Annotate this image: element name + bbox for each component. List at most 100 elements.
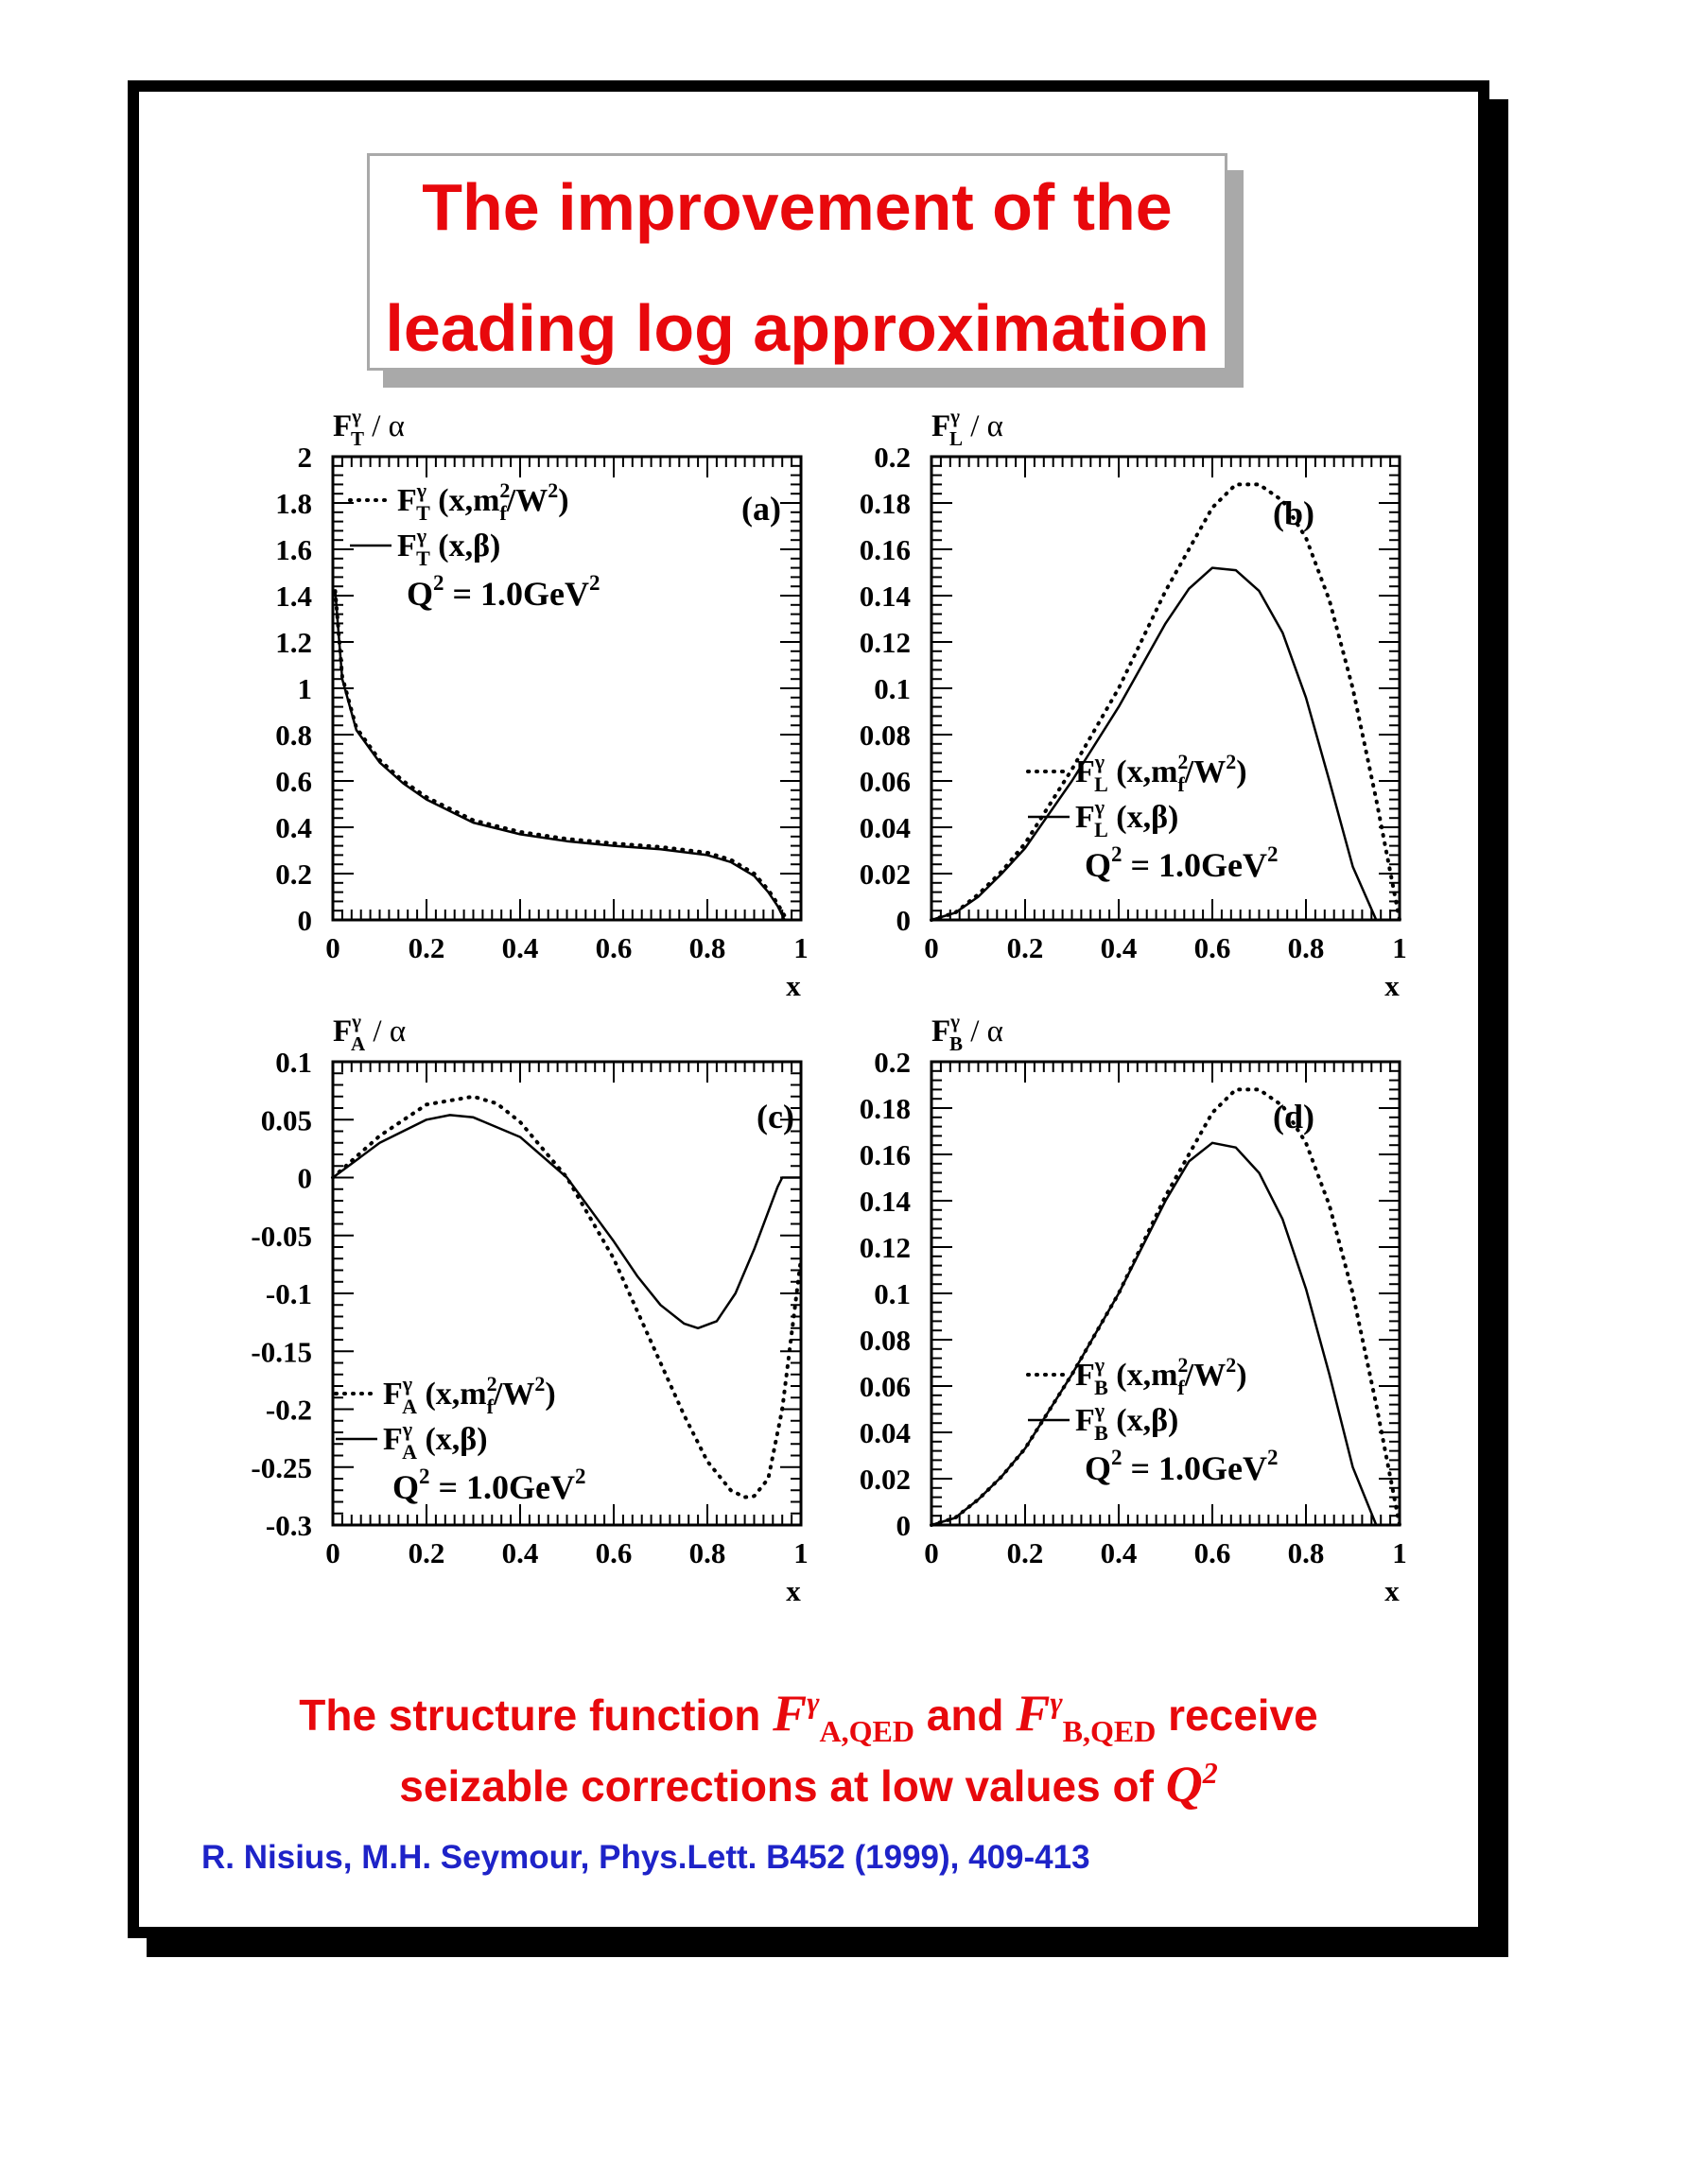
x-tick-label: 0.2 xyxy=(409,1536,445,1569)
caption-math-fb: FγB,QED xyxy=(1016,1685,1157,1748)
y-tick-label: 0.16 xyxy=(860,533,911,566)
y-tick-label: 0.14 xyxy=(860,1185,911,1218)
series-dotted-line xyxy=(331,1094,803,1499)
caption-math-fa: FγA,QED xyxy=(773,1685,914,1748)
x-tick-label: 0.4 xyxy=(1101,931,1138,964)
series-dotted-line xyxy=(930,482,1401,922)
y-tick-label: -0.2 xyxy=(266,1394,312,1427)
panel-tag: (b) xyxy=(1273,494,1314,532)
y-tick-label: 0.1 xyxy=(874,672,911,705)
x-tick-label: 0.8 xyxy=(1288,931,1325,964)
x-tick-label: 0.6 xyxy=(1194,931,1231,964)
y-tick-label: 0.06 xyxy=(860,1370,911,1403)
y-tick-label: -0.1 xyxy=(266,1277,312,1310)
y-tick-label: 1.6 xyxy=(275,533,312,566)
x-tick-label: 0 xyxy=(325,931,340,964)
y-tick-label: 0.08 xyxy=(860,719,911,752)
legend-entry: Fγ B (x,m2 f/W2) xyxy=(1075,1353,1247,1399)
plot-frame xyxy=(331,455,803,922)
y-tick-label: 1 xyxy=(298,672,313,705)
y-tick-label: 0.18 xyxy=(860,1092,911,1125)
y-tick-label: 0 xyxy=(896,904,912,937)
y-tick-label: 0.1 xyxy=(874,1277,911,1310)
y-tick-label: 0.02 xyxy=(860,858,911,891)
y-tick-label: 1.4 xyxy=(275,580,312,613)
x-tick-label: 0.2 xyxy=(409,931,445,964)
panel-tag: (c) xyxy=(757,1098,794,1135)
legend-entry: Fγ L (x,m2 f/W2) xyxy=(1075,750,1247,796)
caption-text-receive: receive xyxy=(1156,1690,1318,1740)
title-box: The improvement of the leading log appro… xyxy=(367,153,1227,371)
x-tick-label: 1 xyxy=(793,931,809,964)
y-tick-label: 1.8 xyxy=(275,487,312,520)
caption-math-q2: Q2 xyxy=(1165,1756,1218,1812)
y-axis-label: Fγ A / α xyxy=(333,1010,406,1055)
chart-panel-a: 0 0.2 0.4 0.6 0.8 1 0 0.2 0.4 0.6 0.8 1 1.2 1.4 1.6 1.8… xyxy=(246,405,908,1026)
x-tick-label: 0.2 xyxy=(1007,1536,1044,1569)
x-tick-label: 0 xyxy=(325,1536,340,1569)
caption-text-1: The structure function xyxy=(299,1690,774,1740)
panel-tag: (a) xyxy=(741,490,781,528)
x-tick-label: 0.4 xyxy=(502,931,539,964)
x-tick-label: 1 xyxy=(1392,1536,1407,1569)
x-tick-label: 0.8 xyxy=(689,1536,726,1569)
x-tick-label: 0.6 xyxy=(596,1536,633,1569)
legend-entry: Fγ B (x,β) xyxy=(1075,1398,1178,1445)
series-solid-line xyxy=(332,1114,801,1330)
series-dotted-line xyxy=(333,589,790,922)
y-tick-label: 0.12 xyxy=(860,1231,911,1264)
chart-a: 0 0.2 0.4 0.6 0.8 1 0 0.2 0.4 0.6 0.8 1 1.2 1.4 1.6 1.8… xyxy=(275,405,809,1002)
y-axis-label: Fγ T / α xyxy=(333,405,405,450)
legend-entry: Fγ T (x,β) xyxy=(397,524,500,570)
q2-label: Q2 = 1.0GeV2 xyxy=(392,1465,586,1506)
y-tick-label: -0.25 xyxy=(251,1451,312,1484)
panel-tag: (d) xyxy=(1273,1098,1314,1135)
y-tick-label: 0.4 xyxy=(275,811,312,844)
chart-panel-c: 0 0.2 0.4 0.6 0.8 1 -0.3 -0.25 -0.2 -0.15 -0.1 -0.0… xyxy=(227,1007,908,1626)
y-tick-label: 0.08 xyxy=(860,1324,911,1357)
chart-panel-d: 0 0.2 0.4 0.6 0.8 1 0 0.02 0.04 0.06 0.08 0.1 0.12 0.… xyxy=(844,1007,1506,1626)
caption-line-1: The structure function FγA,QED and FγB,Q… xyxy=(128,1673,1489,1759)
y-tick-label: 0.6 xyxy=(275,765,312,798)
x-tick-label: 0.8 xyxy=(689,931,726,964)
y-tick-label: 0 xyxy=(298,904,313,937)
caption-text-and: and xyxy=(914,1690,1017,1740)
x-axis-label: x xyxy=(1384,969,1400,1002)
y-axis-label: Fγ B / α xyxy=(931,1010,1003,1055)
x-tick-label: 0 xyxy=(924,1536,939,1569)
series-solid-line xyxy=(334,591,786,921)
x-axis-label: x xyxy=(1384,1574,1400,1607)
x-tick-label: 0.4 xyxy=(1101,1536,1138,1569)
slide-frame xyxy=(128,80,1489,1938)
y-tick-label: 2 xyxy=(298,441,313,474)
q2-label: Q2 = 1.0GeV2 xyxy=(407,571,600,613)
y-tick-label: 0.12 xyxy=(860,626,911,659)
x-tick-label: 0.6 xyxy=(1194,1536,1231,1569)
legend-entry: Fγ L (x,β) xyxy=(1075,795,1178,841)
y-tick-label: 1.2 xyxy=(275,626,312,659)
caption-text-2: seizable corrections at low values of xyxy=(399,1761,1166,1811)
chart-b: 0 0.2 0.4 0.6 0.8 1 0 0.02 0.04 0.06 0.08 0.1 0.12 0.… xyxy=(860,405,1407,1002)
x-tick-label: 0.4 xyxy=(502,1536,539,1569)
chart-d: 0 0.2 0.4 0.6 0.8 1 0 0.02 0.04 0.06 0.08 0.1 0.12 0.… xyxy=(860,1010,1407,1607)
x-tick-label: 1 xyxy=(1392,931,1407,964)
caption-line-2: seizable corrections at low values of Q2 xyxy=(128,1744,1489,1814)
x-tick-label: 0.2 xyxy=(1007,931,1044,964)
y-tick-label: 0.2 xyxy=(275,858,312,891)
x-tick-label: 1 xyxy=(793,1536,809,1569)
series-solid-line xyxy=(931,1141,1378,1527)
y-tick-label: 0.14 xyxy=(860,580,911,613)
y-tick-label: 0.18 xyxy=(860,487,911,520)
chart-panel-b: 0 0.2 0.4 0.6 0.8 1 0 0.02 0.04 0.06 0.08 0.1 0.12 0.… xyxy=(844,405,1506,1026)
legend-entry: Fγ A (x,m2 f/W2) xyxy=(383,1372,556,1418)
q2-label: Q2 = 1.0GeV2 xyxy=(1085,842,1279,884)
x-axis-label: x xyxy=(786,969,801,1002)
y-tick-label: 0.04 xyxy=(860,811,911,844)
x-tick-label: 0.6 xyxy=(596,931,633,964)
y-tick-label: 0 xyxy=(896,1509,912,1542)
y-tick-label: 0.2 xyxy=(874,441,911,474)
y-axis-label: Fγ L / α xyxy=(931,405,1003,450)
legend-entry: Fγ T (x,m2 f/W2) xyxy=(397,478,569,525)
y-tick-label: -0.15 xyxy=(251,1335,312,1368)
y-tick-label: 0.05 xyxy=(261,1103,312,1136)
